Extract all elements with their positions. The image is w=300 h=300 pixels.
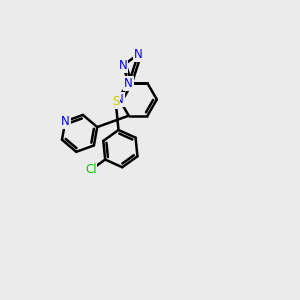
Text: S: S [112, 95, 119, 108]
Text: N: N [124, 77, 133, 90]
Text: N: N [134, 48, 142, 61]
Text: Cl: Cl [85, 164, 97, 176]
Text: N: N [118, 59, 127, 72]
Text: N: N [61, 115, 70, 128]
Text: N: N [115, 93, 124, 106]
